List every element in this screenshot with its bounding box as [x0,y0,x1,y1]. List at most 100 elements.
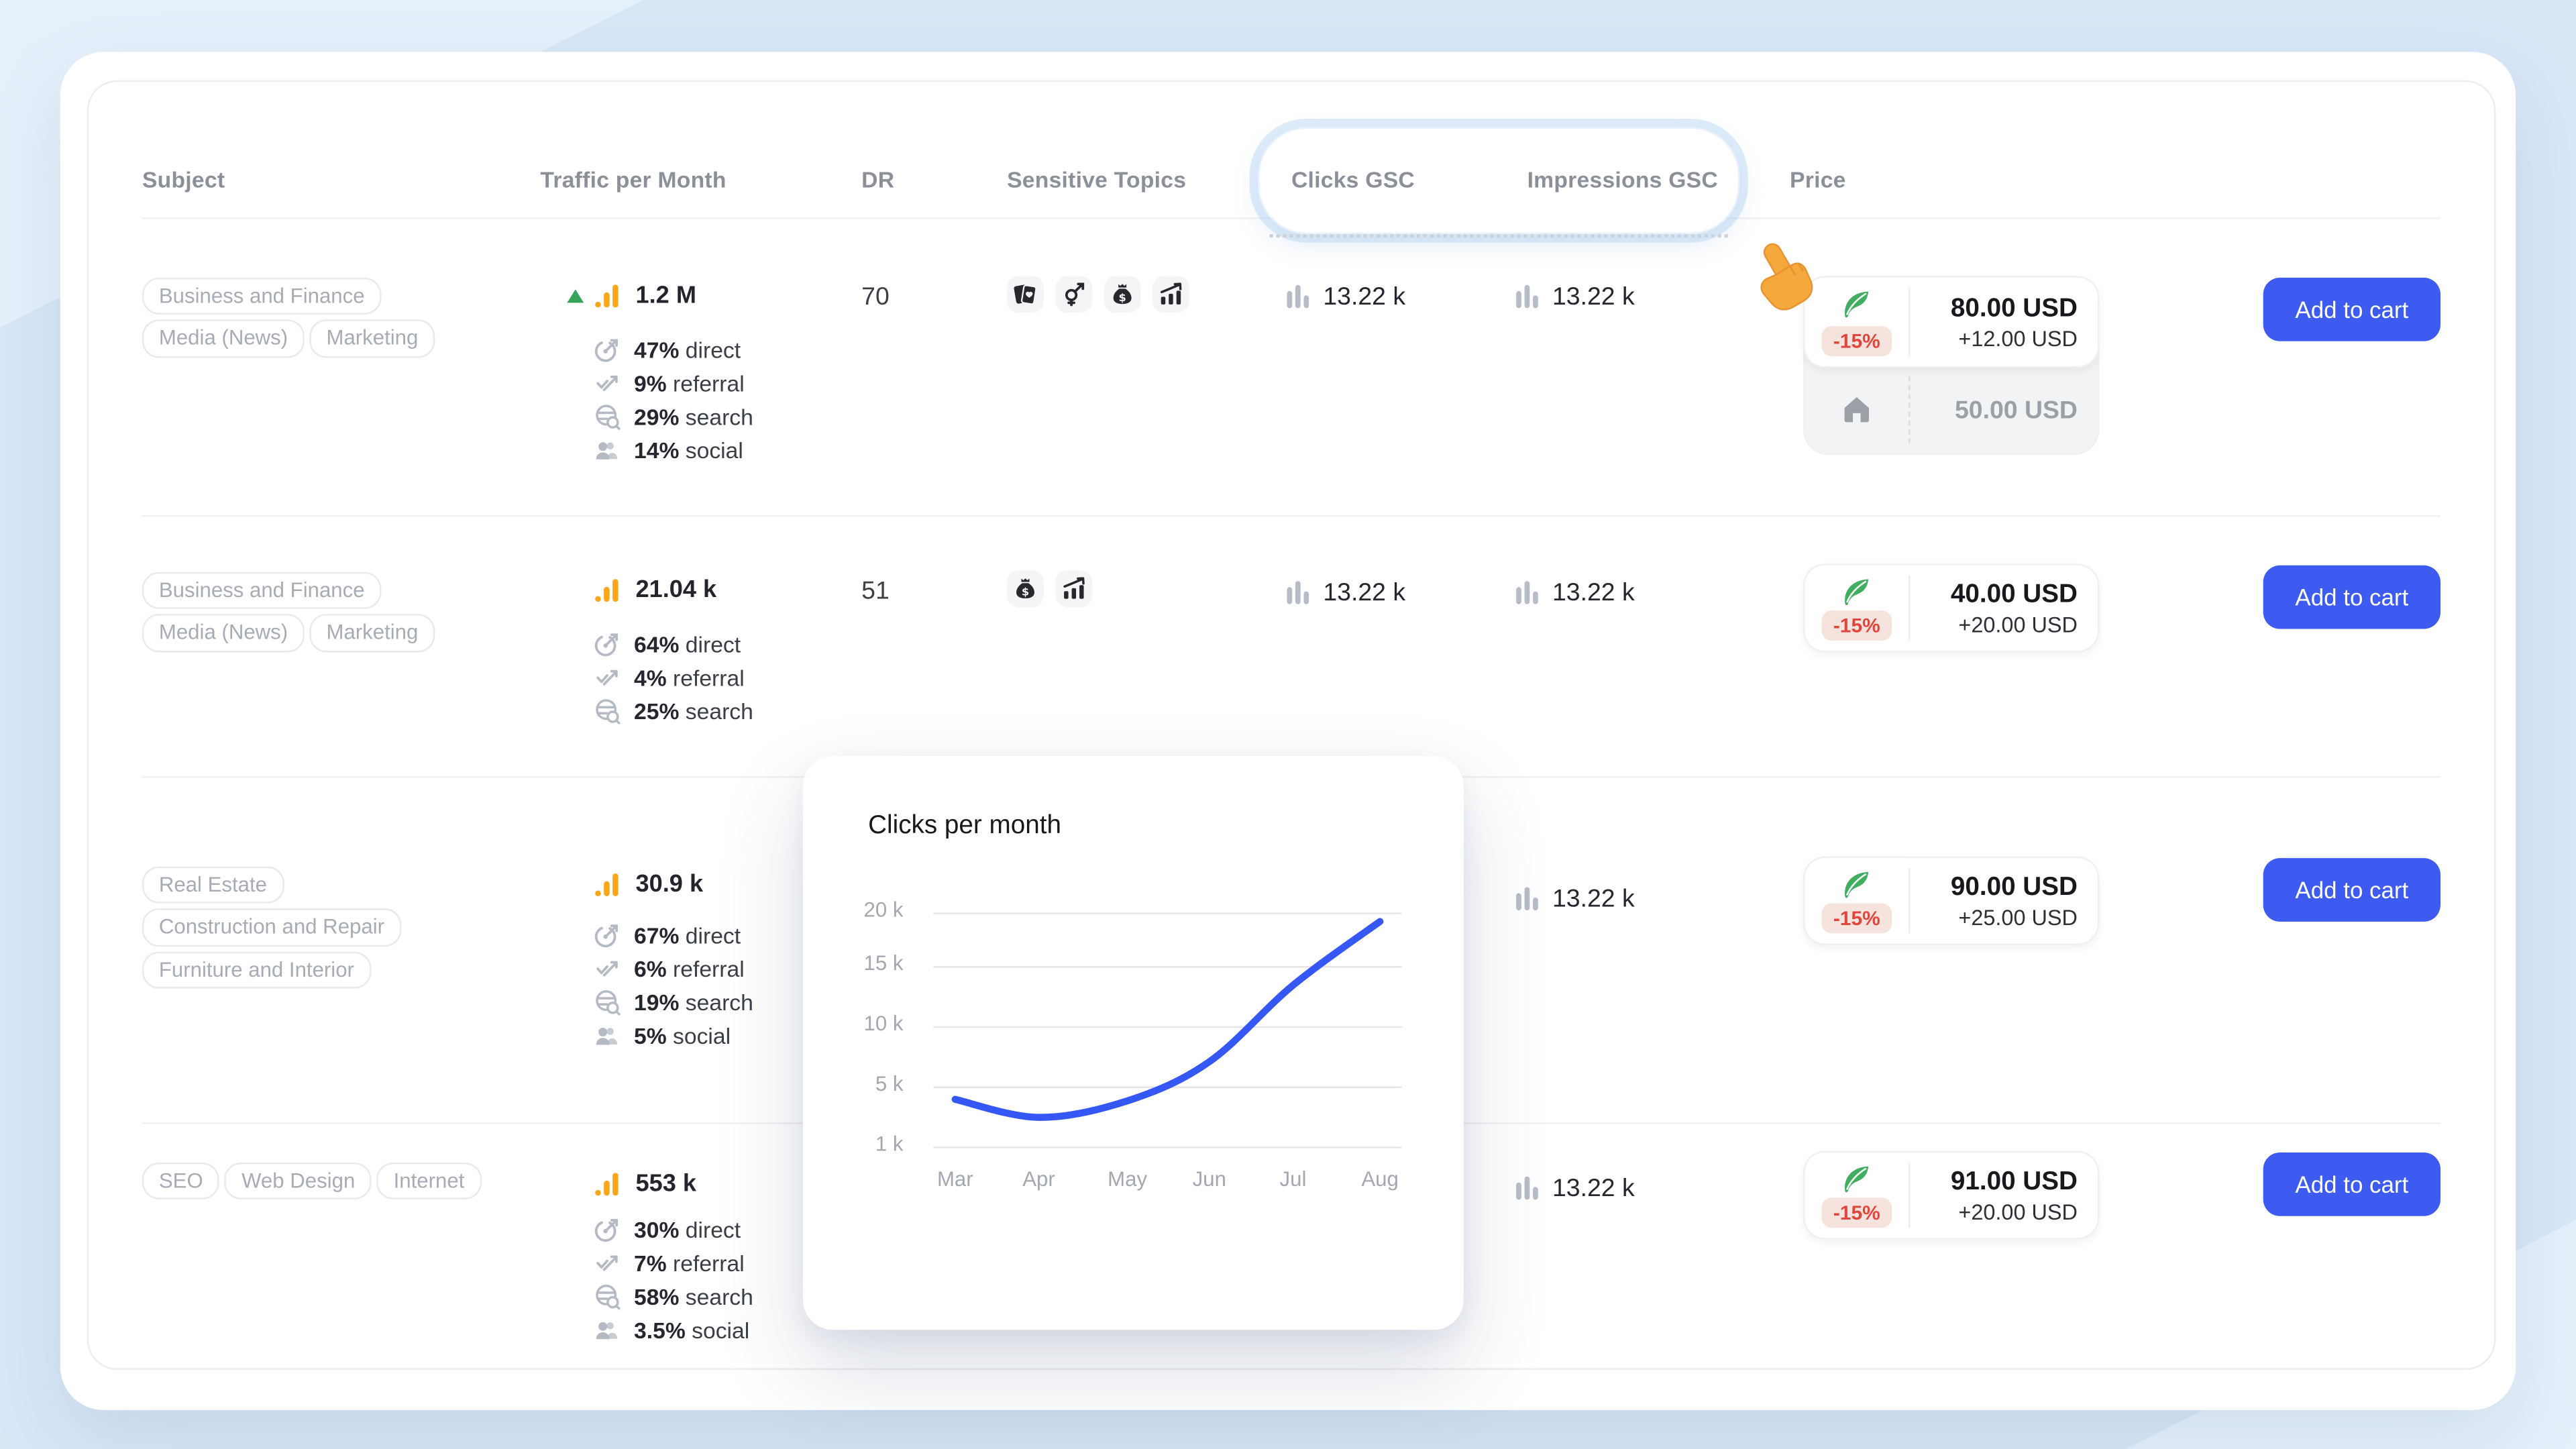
y-axis-label: 1 k [875,1132,904,1157]
search-globe-icon [594,698,621,724]
referral-icon [594,370,621,396]
gsc-bars-icon [1287,579,1310,606]
impressions-gsc-value: 13.22 k [1552,883,1635,913]
gsc-bars-icon [1515,282,1539,309]
traffic-source-row: 4% referral [594,661,745,694]
column-header-traffic: Traffic per Month [540,167,727,193]
price-amount: 80.00 USD [1950,293,2078,322]
social-users-icon [594,437,621,464]
price-card[interactable]: -15% 91.00 USD +20.00 USD [1805,1152,2098,1238]
gsc-bars-icon [1515,1174,1539,1201]
column-header-clicks-gsc[interactable]: Clicks GSC [1291,167,1415,193]
add-to-cart-button[interactable]: Add to cart [2263,858,2441,922]
row-divider [142,515,2441,517]
impressions-gsc-value: 13.22 k [1552,1173,1635,1202]
sensitive-topic-chip [1055,276,1093,313]
subject-tag: Real Estate [142,866,284,904]
price-fee: +20.00 USD [1958,1198,2078,1224]
y-axis-label: 10 k [863,1012,904,1036]
columns-highlight-pill[interactable] [1259,128,1738,233]
analytics-bars-icon [594,577,621,604]
gsc-bars-icon [1515,885,1539,912]
listings-table: Subject Traffic per Month DR Sensitive T… [87,80,2496,1371]
direct-icon [594,1216,621,1243]
direct-icon [594,922,621,949]
discount-badge: -15% [1821,326,1892,357]
traffic-source-value: 14% social [634,437,743,463]
column-header-impressions-gsc[interactable]: Impressions GSC [1527,167,1718,193]
price-card[interactable]: -15% 90.00 USD +25.00 USD [1805,858,2098,944]
clicks-popup: Clicks per month 20 k 15 k 10 k 5 k 1 k Mar Ap… [802,756,1464,1330]
traffic-source-row: 6% referral [594,952,745,985]
traffic-per-month: 30.9 k [567,870,703,900]
price-card-divider [1909,575,1911,641]
sensitive-topics: $ [1007,276,1189,313]
sensitive-topic-chip [1055,570,1093,608]
x-axis-label: Mar [936,1167,973,1191]
add-to-cart-button[interactable]: Add to cart [2263,1152,2441,1216]
subject-tags: SEO Web Design Internet [142,1162,530,1200]
traffic-source-row: 47% direct [594,333,741,366]
gsc-bars-icon [1515,579,1539,606]
x-axis-label: Aug [1361,1167,1399,1191]
clicks-chart [933,912,1402,1148]
traffic-source-row: 58% search [594,1280,753,1313]
money-bag-icon: $ [1111,282,1134,306]
traffic-source-value: 58% search [634,1283,753,1309]
y-axis-label: 15 k [863,951,904,975]
main-card: Subject Traffic per Month DR Sensitive T… [60,52,2516,1411]
traffic-per-month: 553 k [567,1169,696,1199]
referral-icon [594,664,621,691]
impressions-gsc-value: 13.22 k [1515,1173,1635,1203]
price-amount: 90.00 USD [1950,872,2078,901]
clicks-gsc-value: 13.22 k [1323,282,1406,311]
traffic-source-value: 5% social [634,1022,731,1049]
traffic-source-value: 29% search [634,404,753,429]
impressions-gsc-value: 13.22 k [1552,578,1635,606]
price-amount: 40.00 USD [1950,579,2078,608]
sensitive-topic-chip [1152,276,1189,313]
y-axis-label: 5 k [875,1072,904,1096]
price-card-divider [1909,1162,1911,1228]
traffic-source-value: 67% direct [634,922,741,948]
price-card[interactable]: -15% 40.00 USD +20.00 USD [1805,565,2098,651]
subject-tag: Furniture and Interior [142,951,371,989]
gender-icon [1062,282,1085,307]
price-amount: 91.00 USD [1950,1167,2078,1195]
subject-tag: Marketing [309,320,435,358]
x-axis-label: May [1108,1167,1148,1191]
clicks-gsc-value: 13.22 k [1287,577,1405,607]
discount-badge: -15% [1821,1197,1892,1228]
x-axis-label: Jun [1192,1167,1226,1191]
popup-title: Clicks per month [868,811,1061,840]
traffic-source-value: 3.5% social [634,1317,750,1343]
subject-tag: Marketing [309,614,435,652]
y-axis-label: 20 k [863,898,904,922]
sensitive-topic-chip: $ [1007,570,1044,608]
sensitive-topic-chip: $ [1104,276,1141,313]
price-card-divider [1909,868,1911,934]
traffic-value: 30.9 k [635,871,704,899]
add-to-cart-button[interactable]: Add to cart [2263,565,2441,629]
trading-chart-icon [1159,282,1183,306]
column-header-price: Price [1790,167,1846,193]
traffic-value: 21.04 k [635,577,717,604]
svg-text:$: $ [1119,291,1126,304]
subject-tag: Media (News) [142,614,305,652]
traffic-source-row: 9% referral [594,366,745,400]
traffic-source-row: 64% direct [594,627,741,661]
referral-icon [594,1250,621,1277]
price-card[interactable]: -15% 80.00 USD +12.00 USD 50.00 USD [1805,277,2098,453]
subject-tag: Web Design [225,1162,372,1200]
traffic-value: 553 k [635,1171,697,1198]
analytics-bars-icon [594,871,621,898]
leaf-icon [1840,288,1874,321]
analytics-bars-icon [594,282,621,309]
impressions-gsc-value: 13.22 k [1552,282,1635,311]
dr-value: 51 [861,577,890,606]
add-to-cart-button[interactable]: Add to cart [2263,277,2441,341]
traffic-source-value: 47% direct [634,337,741,362]
price-card-top: -15% 40.00 USD +20.00 USD [1805,565,2098,651]
gsc-bars-icon [1287,282,1310,309]
traffic-source-row: 3.5% social [594,1313,749,1346]
